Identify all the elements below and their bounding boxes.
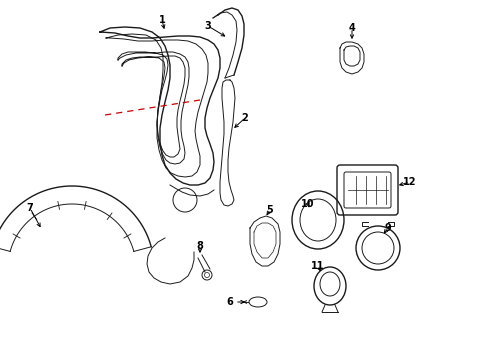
Text: 11: 11 [311,261,324,271]
Text: 10: 10 [301,199,314,209]
Text: 3: 3 [204,21,211,31]
Text: 9: 9 [384,223,390,233]
Text: 1: 1 [158,15,165,25]
Text: 6: 6 [226,297,233,307]
Text: 8: 8 [196,241,203,251]
Text: 4: 4 [348,23,355,33]
Text: 12: 12 [403,177,416,187]
Text: 7: 7 [26,203,33,213]
Text: 2: 2 [241,113,248,123]
Text: 5: 5 [266,205,273,215]
